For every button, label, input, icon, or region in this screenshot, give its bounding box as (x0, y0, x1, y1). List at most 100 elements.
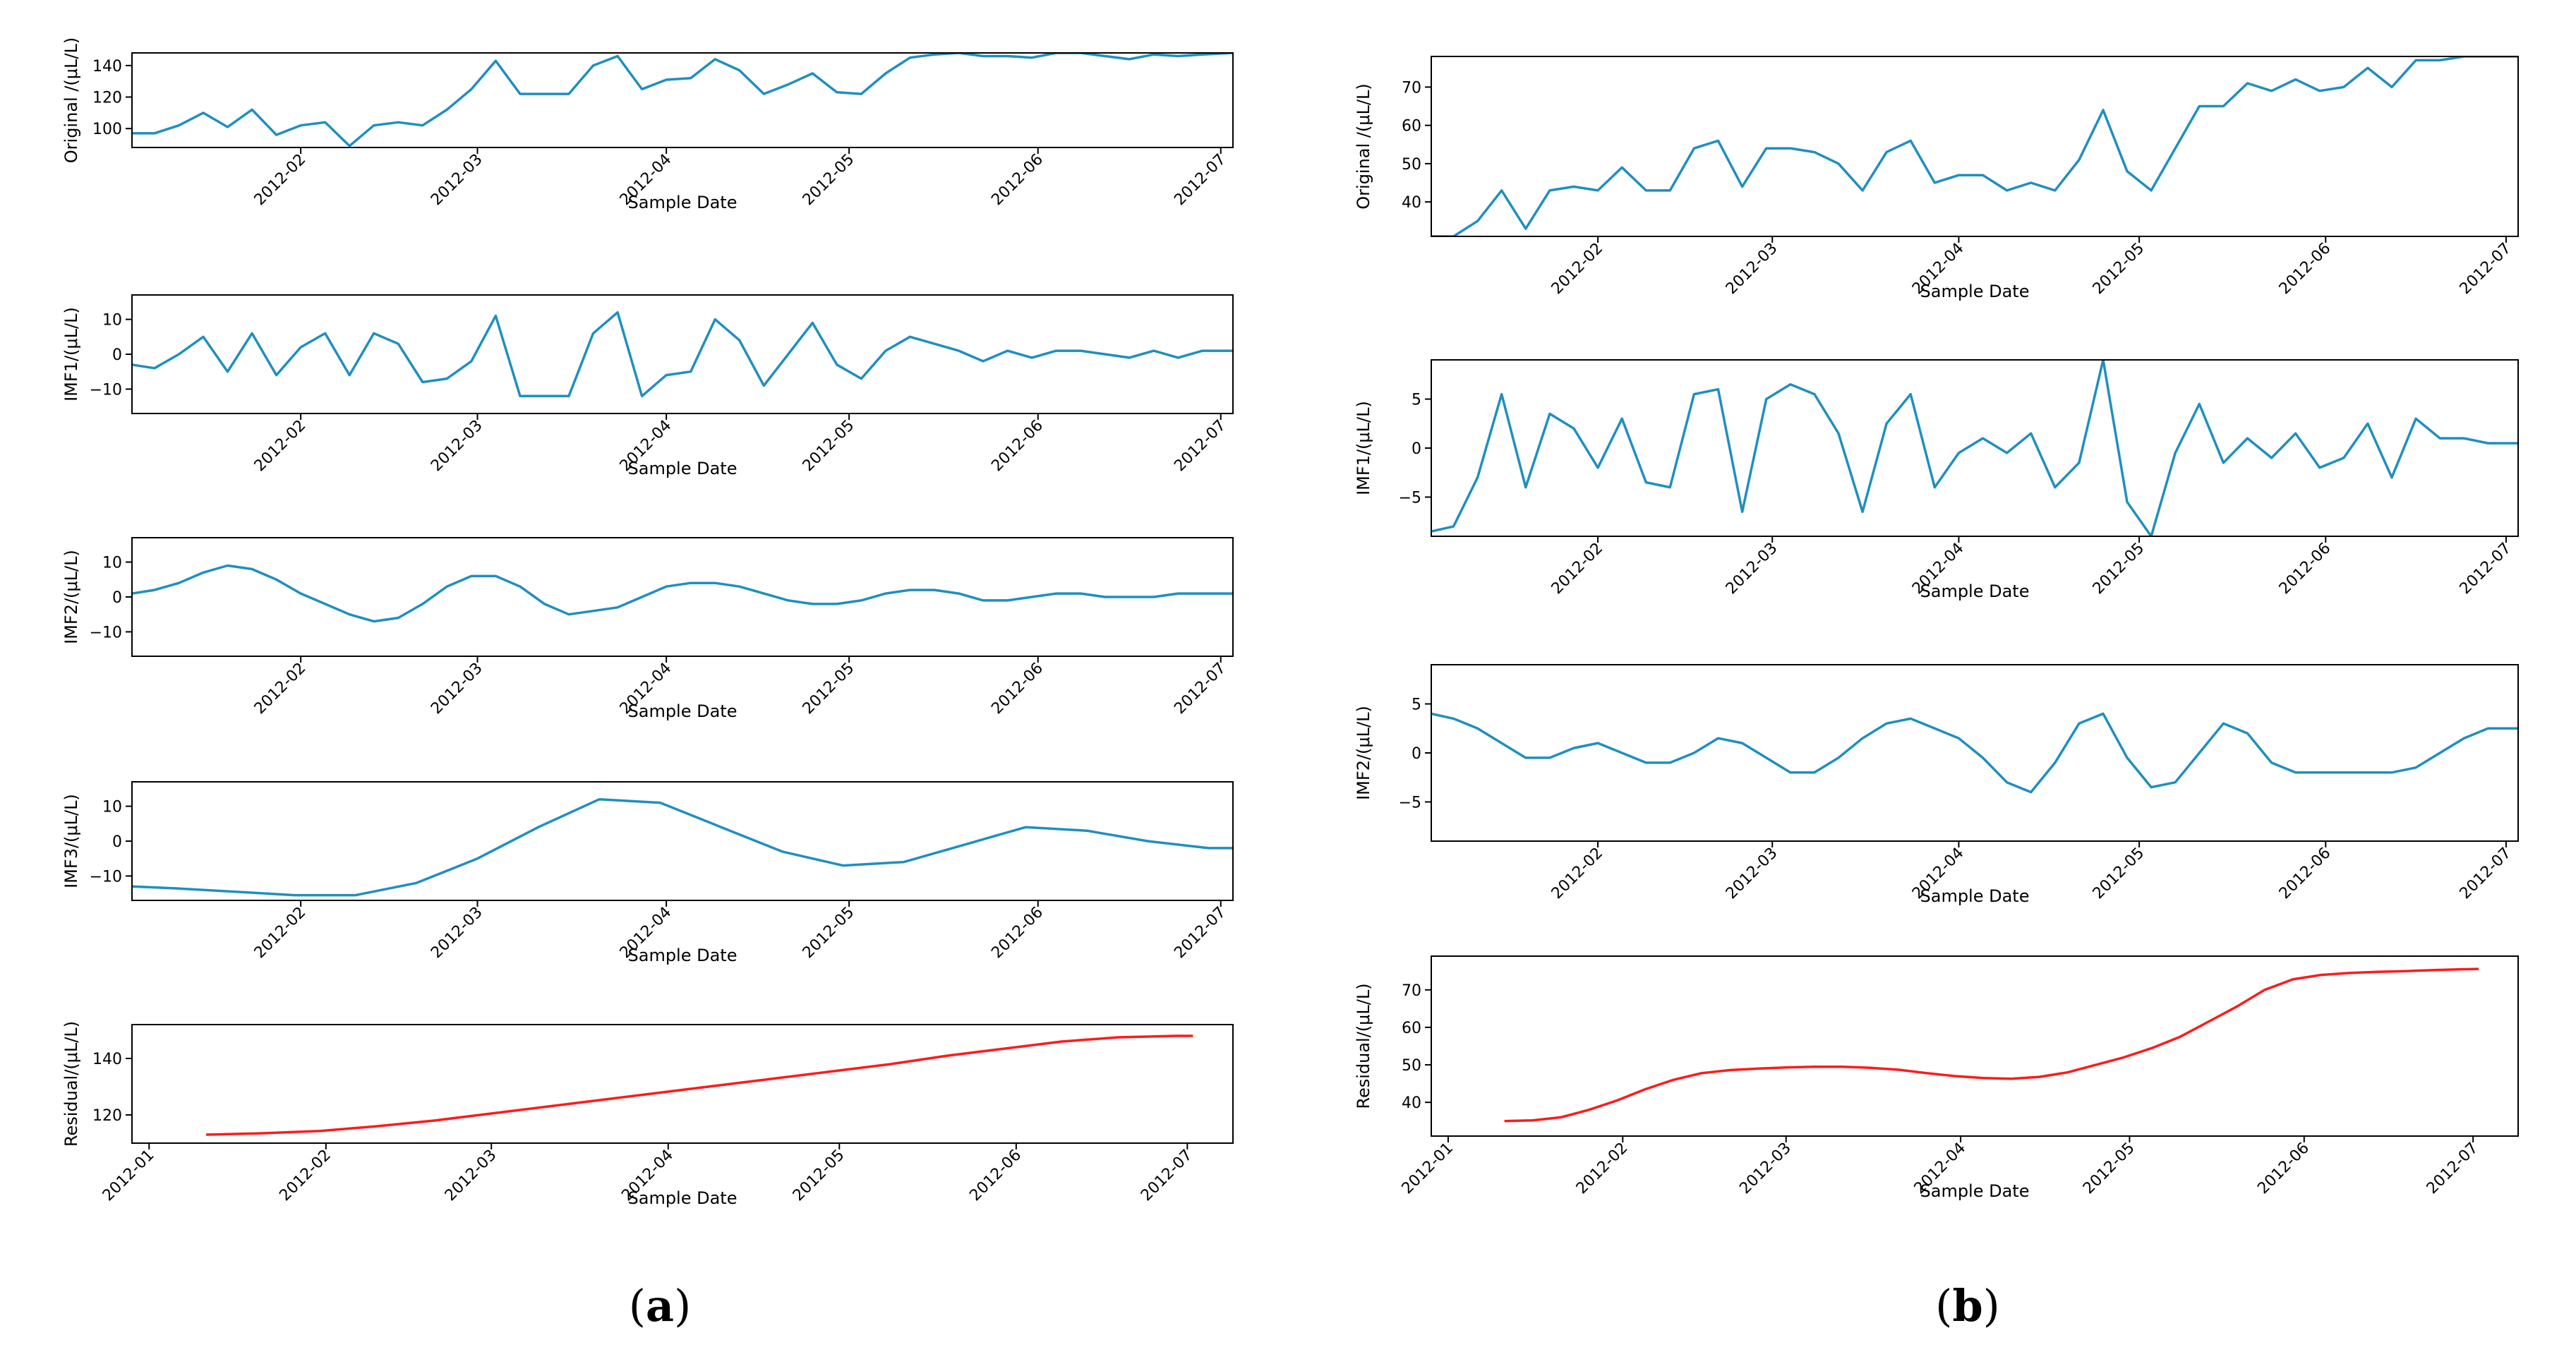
plot-frame (131, 294, 1234, 414)
series-line (1431, 360, 2518, 536)
series-line (132, 310, 1233, 398)
y-tick-label: 0 (112, 346, 122, 364)
x-tick-label: 2012-02 (251, 904, 310, 962)
x-tick-label: 2012-02 (251, 660, 310, 718)
x-tick-label: 2012-03 (428, 151, 486, 210)
y-tick-label: 100 (92, 121, 122, 138)
series-line (132, 564, 1233, 623)
x-axis-label: Sample Date (1920, 581, 2030, 601)
y-tick-label: −10 (90, 381, 122, 399)
plot-frame (1431, 664, 2519, 842)
x-axis-label: Sample Date (628, 459, 738, 478)
y-tick-label: 70 (1402, 79, 1421, 97)
x-tick-label: 2012-05 (2090, 540, 2148, 598)
x-tick-label: 2012-05 (2090, 240, 2148, 298)
y-tick-label: 10 (102, 312, 122, 330)
y-axis-label: IMF2/(μL/L) (61, 550, 81, 644)
plot-frame (131, 1024, 1234, 1144)
series-line (132, 797, 1233, 897)
x-axis-label: Sample Date (1920, 282, 2030, 301)
y-tick-label: 60 (1402, 118, 1421, 135)
y-tick-label: 0 (1412, 745, 1421, 763)
series-line (132, 53, 1233, 147)
x-tick-label: 2012-03 (1736, 1140, 1795, 1198)
y-tick-label: 140 (92, 1051, 122, 1068)
y-tick-label: 120 (92, 1107, 122, 1125)
x-tick-label: 2012-07 (1171, 417, 1229, 476)
y-tick-label: 140 (92, 58, 122, 76)
plot-frame (131, 52, 1234, 148)
x-tick-label: 2012-07 (1171, 151, 1229, 210)
plot-frame (131, 537, 1234, 657)
x-tick-label: 2012-05 (2090, 845, 2148, 903)
y-axis-label: IMF2/(μL/L) (1354, 706, 1373, 800)
x-axis-label: Sample Date (628, 946, 738, 965)
caption-b: (b) (1935, 1280, 2000, 1332)
y-tick-label: −10 (90, 624, 122, 641)
x-tick-label: 2012-03 (428, 417, 486, 476)
series-line (1431, 56, 2518, 236)
y-tick-label: 40 (1402, 1094, 1421, 1112)
y-axis-label: Residual/(μL/L) (1354, 983, 1373, 1109)
y-tick-label: 50 (1402, 1057, 1421, 1075)
x-tick-label: 2012-06 (2276, 845, 2335, 903)
x-tick-label: 2012-05 (790, 1147, 848, 1205)
x-axis-label: Sample Date (628, 193, 738, 212)
x-tick-label: 2012-07 (2457, 540, 2515, 598)
x-tick-label: 2012-07 (1171, 660, 1229, 718)
x-axis-label: Sample Date (1920, 1181, 2030, 1201)
x-tick-label: 2012-07 (2457, 845, 2515, 903)
x-tick-label: 2012-02 (276, 1147, 335, 1205)
y-tick-label: 70 (1402, 982, 1421, 1000)
x-tick-label: 2012-01 (100, 1147, 158, 1205)
plot-frame (131, 781, 1234, 901)
x-tick-label: 2012-06 (988, 151, 1047, 210)
y-tick-label: 120 (92, 90, 122, 107)
caption-a: (a) (629, 1280, 692, 1332)
x-tick-label: 2012-03 (1723, 540, 1781, 598)
y-tick-label: −5 (1399, 489, 1421, 507)
x-axis-label: Sample Date (628, 1188, 738, 1208)
y-axis-label: IMF3/(μL/L) (61, 794, 81, 888)
x-axis-label: Sample Date (628, 701, 738, 721)
x-tick-label: 2012-06 (2276, 540, 2335, 598)
x-axis-label: Sample Date (1920, 886, 2030, 906)
y-tick-label: 0 (112, 833, 122, 851)
x-tick-label: 2012-06 (2276, 240, 2335, 298)
x-tick-label: 2012-07 (2457, 240, 2515, 298)
y-tick-label: 50 (1402, 156, 1421, 174)
x-tick-label: 2012-02 (251, 417, 310, 476)
x-tick-label: 2012-06 (2254, 1140, 2313, 1198)
plot-frame (1431, 56, 2519, 237)
x-tick-label: 2012-05 (800, 904, 858, 962)
x-tick-label: 2012-05 (800, 417, 858, 476)
x-tick-label: 2012-03 (1723, 240, 1781, 298)
x-tick-label: 2012-02 (1573, 1140, 1632, 1198)
x-tick-label: 2012-05 (800, 151, 858, 210)
x-tick-label: 2012-03 (1723, 845, 1781, 903)
x-tick-label: 2012-06 (988, 417, 1047, 476)
y-axis-label: Original /(μL/L) (61, 37, 81, 163)
series-line (206, 1034, 1193, 1136)
x-tick-label: 2012-03 (428, 904, 486, 962)
y-tick-label: −5 (1399, 794, 1421, 811)
y-tick-label: −10 (90, 868, 122, 886)
series-line (1504, 967, 2479, 1123)
y-axis-label: Original /(μL/L) (1354, 83, 1373, 209)
x-tick-label: 2012-03 (428, 660, 486, 718)
x-tick-label: 2012-06 (966, 1147, 1025, 1205)
x-tick-label: 2012-02 (1548, 540, 1607, 598)
x-tick-label: 2012-07 (2424, 1140, 2482, 1198)
x-tick-label: 2012-01 (1399, 1140, 1457, 1198)
x-tick-label: 2012-02 (251, 151, 310, 210)
x-tick-label: 2012-02 (1548, 240, 1607, 298)
x-tick-label: 2012-03 (442, 1147, 500, 1205)
